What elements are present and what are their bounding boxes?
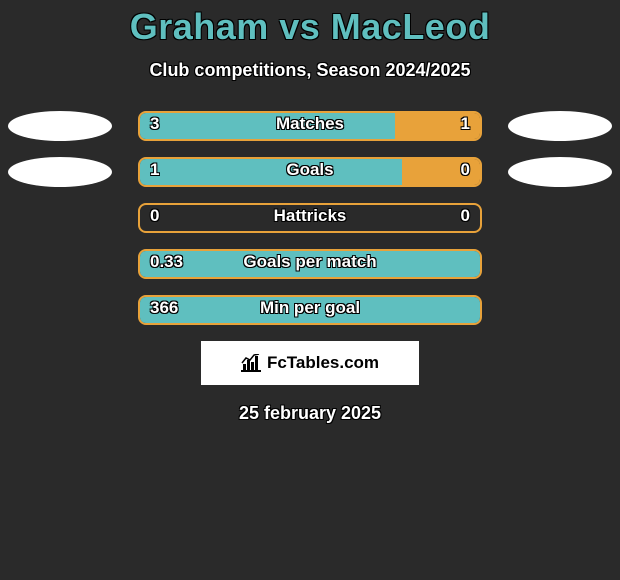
subtitle: Club competitions, Season 2024/2025 <box>0 60 620 81</box>
barchart-icon <box>241 354 261 372</box>
page-title: Graham vs MacLeod <box>0 6 620 48</box>
comparison-card: Graham vs MacLeod Club competitions, Sea… <box>0 0 620 580</box>
stat-row: 0.33Goals per match <box>0 249 620 279</box>
stat-row: 31Matches <box>0 111 620 141</box>
stat-row: 00Hattricks <box>0 203 620 233</box>
stat-rows: 31Matches 10Goals 00Hattricks 0.33Goals per… <box>0 111 620 325</box>
date-label: 25 february 2025 <box>0 403 620 424</box>
stat-label: Goals <box>138 157 482 187</box>
stat-label: Hattricks <box>138 203 482 233</box>
source-label: FcTables.com <box>267 353 379 373</box>
player-right-marker <box>508 157 612 187</box>
player-left-marker <box>8 111 112 141</box>
stat-row: 10Goals <box>0 157 620 187</box>
player-left-marker <box>8 157 112 187</box>
stat-label: Min per goal <box>138 295 482 325</box>
source-badge: FcTables.com <box>201 341 419 385</box>
stat-label: Goals per match <box>138 249 482 279</box>
player-right-marker <box>508 111 612 141</box>
stat-label: Matches <box>138 111 482 141</box>
stat-row: 366Min per goal <box>0 295 620 325</box>
